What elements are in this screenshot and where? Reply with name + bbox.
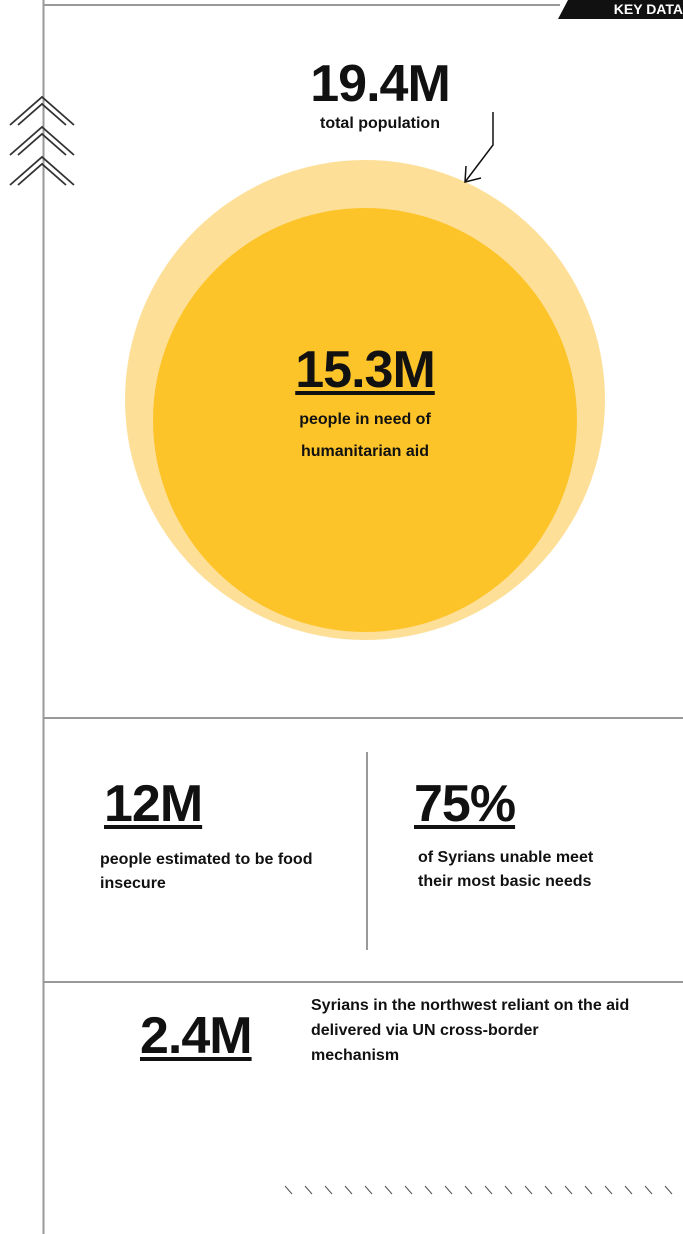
stat-value: 12M: [104, 775, 203, 833]
inner-circle: [153, 208, 577, 632]
dash: [384, 1185, 393, 1195]
dash: [504, 1185, 513, 1195]
dash: [304, 1185, 313, 1195]
dash: [344, 1185, 353, 1195]
stat-value: 15.3M: [295, 341, 436, 399]
dash: [364, 1185, 373, 1195]
stat-value: 2.4M: [140, 1007, 253, 1065]
dash: [584, 1185, 593, 1195]
chevrons: [9, 95, 75, 186]
dash: [444, 1185, 453, 1195]
dash: [404, 1185, 413, 1195]
stat-label: people in need of humanitarian aid: [299, 411, 431, 460]
stat-label: total population: [320, 115, 440, 132]
dash: [564, 1185, 573, 1195]
stat-label: Syrians in the northwest reliant on the …: [311, 997, 630, 1064]
stat-value: 75%: [414, 775, 516, 833]
stat-value: 19.4M: [310, 55, 451, 113]
dash: [424, 1185, 433, 1195]
stat-label: people estimated to be food insecure: [100, 851, 313, 892]
dash: [324, 1185, 333, 1195]
dash: [544, 1185, 553, 1195]
dashes: [284, 1185, 673, 1195]
dash: [664, 1185, 673, 1195]
dash: [484, 1185, 493, 1195]
dash: [604, 1185, 613, 1195]
dash: [524, 1185, 533, 1195]
stat-label: of Syrians unable meet their most basic …: [418, 849, 594, 890]
dash: [644, 1185, 653, 1195]
dash: [464, 1185, 473, 1195]
dash: [624, 1185, 633, 1195]
arrow: [464, 112, 494, 183]
badge: KEY DATA: [558, 0, 683, 19]
dash: [284, 1185, 293, 1195]
